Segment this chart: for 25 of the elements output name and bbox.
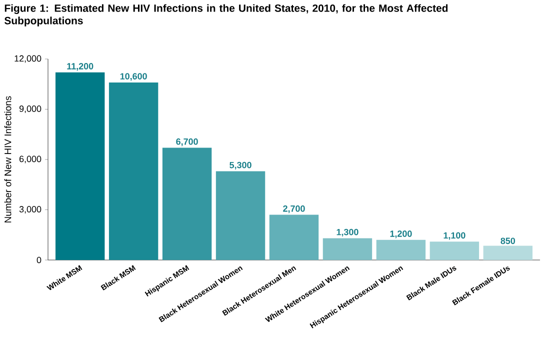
- bar: [483, 246, 533, 260]
- bar: [162, 148, 212, 260]
- bar: [108, 82, 158, 260]
- y-tick-label: 6,000: [20, 156, 42, 164]
- data-label: 1,300: [336, 228, 358, 237]
- data-label: 850: [500, 238, 516, 244]
- y-tick-label: 0: [36, 256, 42, 264]
- bar: [322, 238, 372, 260]
- data-label: 2,700: [283, 205, 305, 214]
- y-tick-label: 12,000: [14, 55, 42, 63]
- data-label: 6,700: [176, 138, 198, 146]
- bar: [55, 72, 105, 260]
- bar: [269, 214, 319, 260]
- data-label: 1,100: [444, 232, 466, 240]
- data-label: 1,200: [390, 230, 412, 238]
- y-axis-title: Number of New HIV Infections: [4, 96, 12, 222]
- data-label: 11,200: [67, 63, 94, 71]
- chart-title: Figure 1: Estimated New HIV Infections in the United States, 2010, for the Most Affected Subpopulations: [4, 4, 448, 26]
- data-label: 10,600: [120, 73, 147, 81]
- y-tick-label: 3,000: [19, 206, 42, 214]
- bar: [216, 171, 266, 260]
- data-label: 5,300: [230, 162, 252, 170]
- bar: [430, 242, 480, 260]
- bar: [376, 240, 426, 260]
- y-tick-label: 9,000: [19, 106, 42, 113]
